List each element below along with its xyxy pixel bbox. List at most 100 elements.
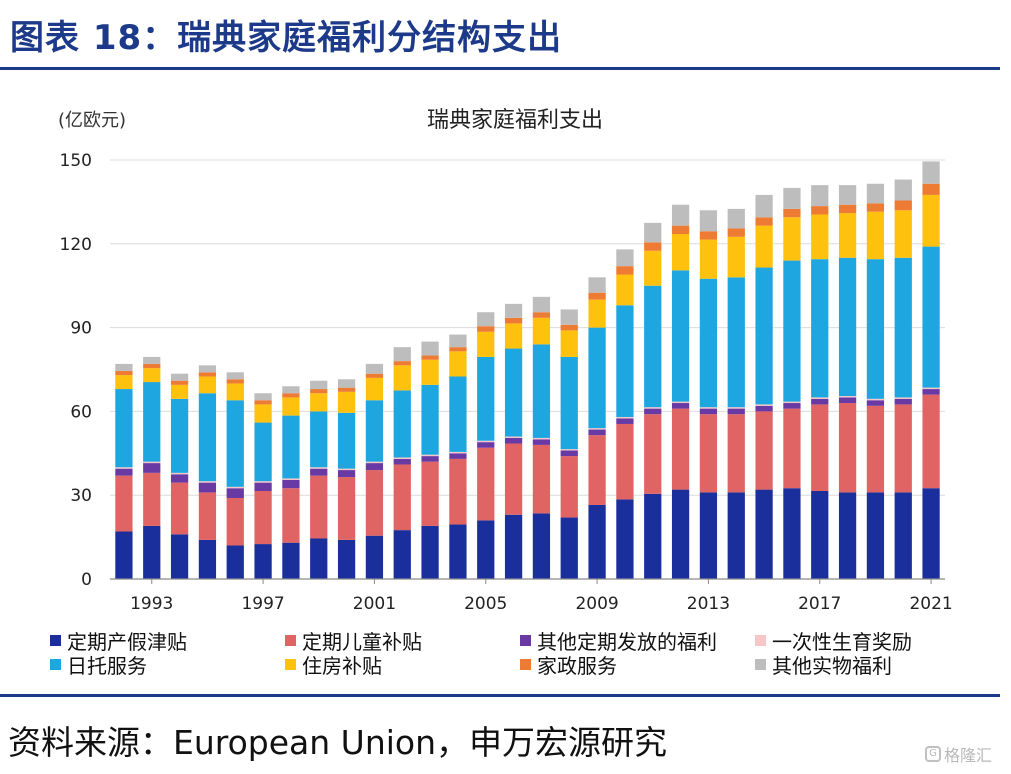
bar-segment-1992-其他定期发放的福利 [115, 468, 133, 476]
bar-segment-2010-其他定期发放的福利 [616, 418, 634, 424]
bar-segment-2013-定期儿童补贴 [699, 414, 718, 493]
bar-segment-2003-家政服务 [421, 355, 439, 360]
bar-segment-2000-定期产假津贴 [337, 539, 356, 579]
bar-segment-2002-其他实物福利 [393, 347, 411, 362]
bar-segment-2014-其他实物福利 [727, 208, 745, 229]
bar-segment-2016-其他实物福利 [783, 187, 801, 209]
bar-segment-1993-日托服务 [143, 382, 161, 462]
bar-segment-2016-其他定期发放的福利 [783, 403, 801, 409]
legend-swatch [755, 635, 766, 646]
bar-segment-2009-其他实物福利 [588, 277, 606, 293]
bar-segment-2006-定期儿童补贴 [504, 443, 523, 515]
bar-segment-2006-日托服务 [504, 348, 523, 437]
bar-segment-2012-一次性生育奖励 [671, 401, 690, 404]
bar-segment-2012-家政服务 [671, 225, 690, 235]
bar-segment-2018-住房补贴 [838, 213, 857, 258]
legend-item: 日托服务 [50, 650, 147, 679]
bar-segment-2016-住房补贴 [783, 217, 801, 261]
bar-segment-2006-其他定期发放的福利 [504, 437, 523, 444]
bar-segment-1996-一次性生育奖励 [226, 486, 244, 489]
legend-label: 其他定期发放的福利 [537, 630, 717, 654]
bar-segment-1994-定期产假津贴 [170, 534, 189, 579]
bar-segment-2013-一次性生育奖励 [699, 407, 718, 409]
bar-segment-1999-家政服务 [310, 389, 328, 394]
bar-segment-2014-定期儿童补贴 [727, 414, 745, 493]
bar-segment-2013-其他实物福利 [699, 210, 718, 232]
bar-segment-2017-住房补贴 [811, 214, 829, 260]
bar-segment-2006-住房补贴 [504, 323, 523, 349]
bar-segment-1996-住房补贴 [226, 383, 244, 401]
bar-segment-2014-住房补贴 [727, 236, 745, 278]
bar-segment-1994-一次性生育奖励 [170, 472, 189, 475]
bar-segment-1996-定期产假津贴 [226, 545, 244, 579]
bar-segment-2014-一次性生育奖励 [727, 407, 745, 409]
bar-segment-2018-一次性生育奖励 [838, 396, 857, 398]
x-tick-label: 2017 [798, 594, 841, 614]
legend-label: 其他实物福利 [772, 654, 892, 678]
bar-segment-2021-住房补贴 [922, 194, 940, 247]
bar-segment-1995-定期产假津贴 [198, 539, 217, 579]
bar-segment-2000-住房补贴 [337, 391, 356, 413]
legend-label: 日托服务 [67, 654, 147, 678]
bar-segment-2002-住房补贴 [393, 365, 411, 391]
bar-segment-2002-定期产假津贴 [393, 530, 411, 579]
bar-segment-2001-定期产假津贴 [365, 535, 384, 579]
watermark-logo-icon: G [925, 746, 941, 762]
bar-segment-2005-一次性生育奖励 [477, 440, 495, 443]
legend-item: 家政服务 [520, 650, 617, 679]
bar-segment-2012-日托服务 [671, 270, 690, 402]
bar-segment-2007-定期产假津贴 [532, 513, 551, 579]
bar-segment-2021-一次性生育奖励 [922, 387, 940, 390]
bar-segment-2010-定期儿童补贴 [616, 423, 634, 500]
bar-segment-1998-日托服务 [282, 415, 300, 479]
bar-segment-1995-家政服务 [198, 372, 217, 377]
bar-segment-2014-其他定期发放的福利 [727, 408, 745, 415]
bar-segment-2012-其他实物福利 [671, 204, 690, 226]
bar-segment-2006-定期产假津贴 [504, 514, 523, 579]
chart-title: 瑞典家庭福利支出 [427, 108, 603, 133]
bar-segment-1998-家政服务 [282, 393, 300, 398]
bar-segment-1992-住房补贴 [115, 375, 133, 390]
bar-segment-2020-其他实物福利 [894, 179, 912, 201]
bar-segment-2009-定期儿童补贴 [588, 435, 606, 505]
bar-segment-2001-其他实物福利 [365, 363, 384, 374]
bar-segment-1994-定期儿童补贴 [170, 482, 189, 535]
bar-segment-2001-住房补贴 [365, 377, 384, 401]
bar-segment-2008-日托服务 [560, 356, 578, 450]
bar-segment-1997-日托服务 [254, 422, 272, 482]
bar-segment-2013-住房补贴 [699, 239, 718, 279]
bar-segment-2008-其他定期发放的福利 [560, 450, 578, 457]
bar-segment-2004-一次性生育奖励 [449, 451, 467, 454]
bar-segment-2011-其他实物福利 [644, 222, 662, 243]
bar-segment-1996-家政服务 [226, 379, 244, 384]
bar-segment-1997-定期儿童补贴 [254, 491, 272, 545]
bar-segment-1998-住房补贴 [282, 397, 300, 416]
bar-segment-1997-定期产假津贴 [254, 544, 272, 579]
bar-segment-2004-其他定期发放的福利 [449, 453, 467, 459]
bar-segment-2020-一次性生育奖励 [894, 397, 912, 399]
bar-segment-2012-住房补贴 [671, 234, 690, 271]
bar-segment-1992-一次性生育奖励 [115, 467, 133, 469]
bar-segment-2015-日托服务 [755, 267, 773, 405]
bar-segment-2009-一次性生育奖励 [588, 428, 606, 430]
bar-segment-2007-一次性生育奖励 [532, 437, 551, 440]
bar-segment-2010-住房补贴 [616, 274, 634, 306]
bar-segment-2002-其他定期发放的福利 [393, 458, 411, 465]
bar-segment-2006-一次性生育奖励 [504, 436, 523, 438]
bar-segment-2005-日托服务 [477, 356, 495, 441]
bar-segment-2001-其他定期发放的福利 [365, 463, 384, 471]
x-tick-label: 1997 [241, 594, 284, 614]
bar-segment-2002-家政服务 [393, 361, 411, 366]
bar-segment-1997-其他定期发放的福利 [254, 482, 272, 492]
bar-segment-2019-定期儿童补贴 [866, 405, 885, 493]
bar-segment-2009-日托服务 [588, 327, 606, 429]
header-divider [0, 67, 1000, 70]
bar-segment-1994-日托服务 [170, 398, 189, 473]
x-tick-label: 2021 [909, 594, 952, 614]
bar-segment-2005-住房补贴 [477, 331, 495, 357]
y-tick-label: 30 [70, 486, 92, 506]
bar-segment-2009-定期产假津贴 [588, 504, 606, 579]
bar-segment-2021-定期儿童补贴 [922, 394, 940, 489]
bar-segment-2006-家政服务 [504, 317, 523, 324]
bar-segment-2004-日托服务 [449, 376, 467, 452]
